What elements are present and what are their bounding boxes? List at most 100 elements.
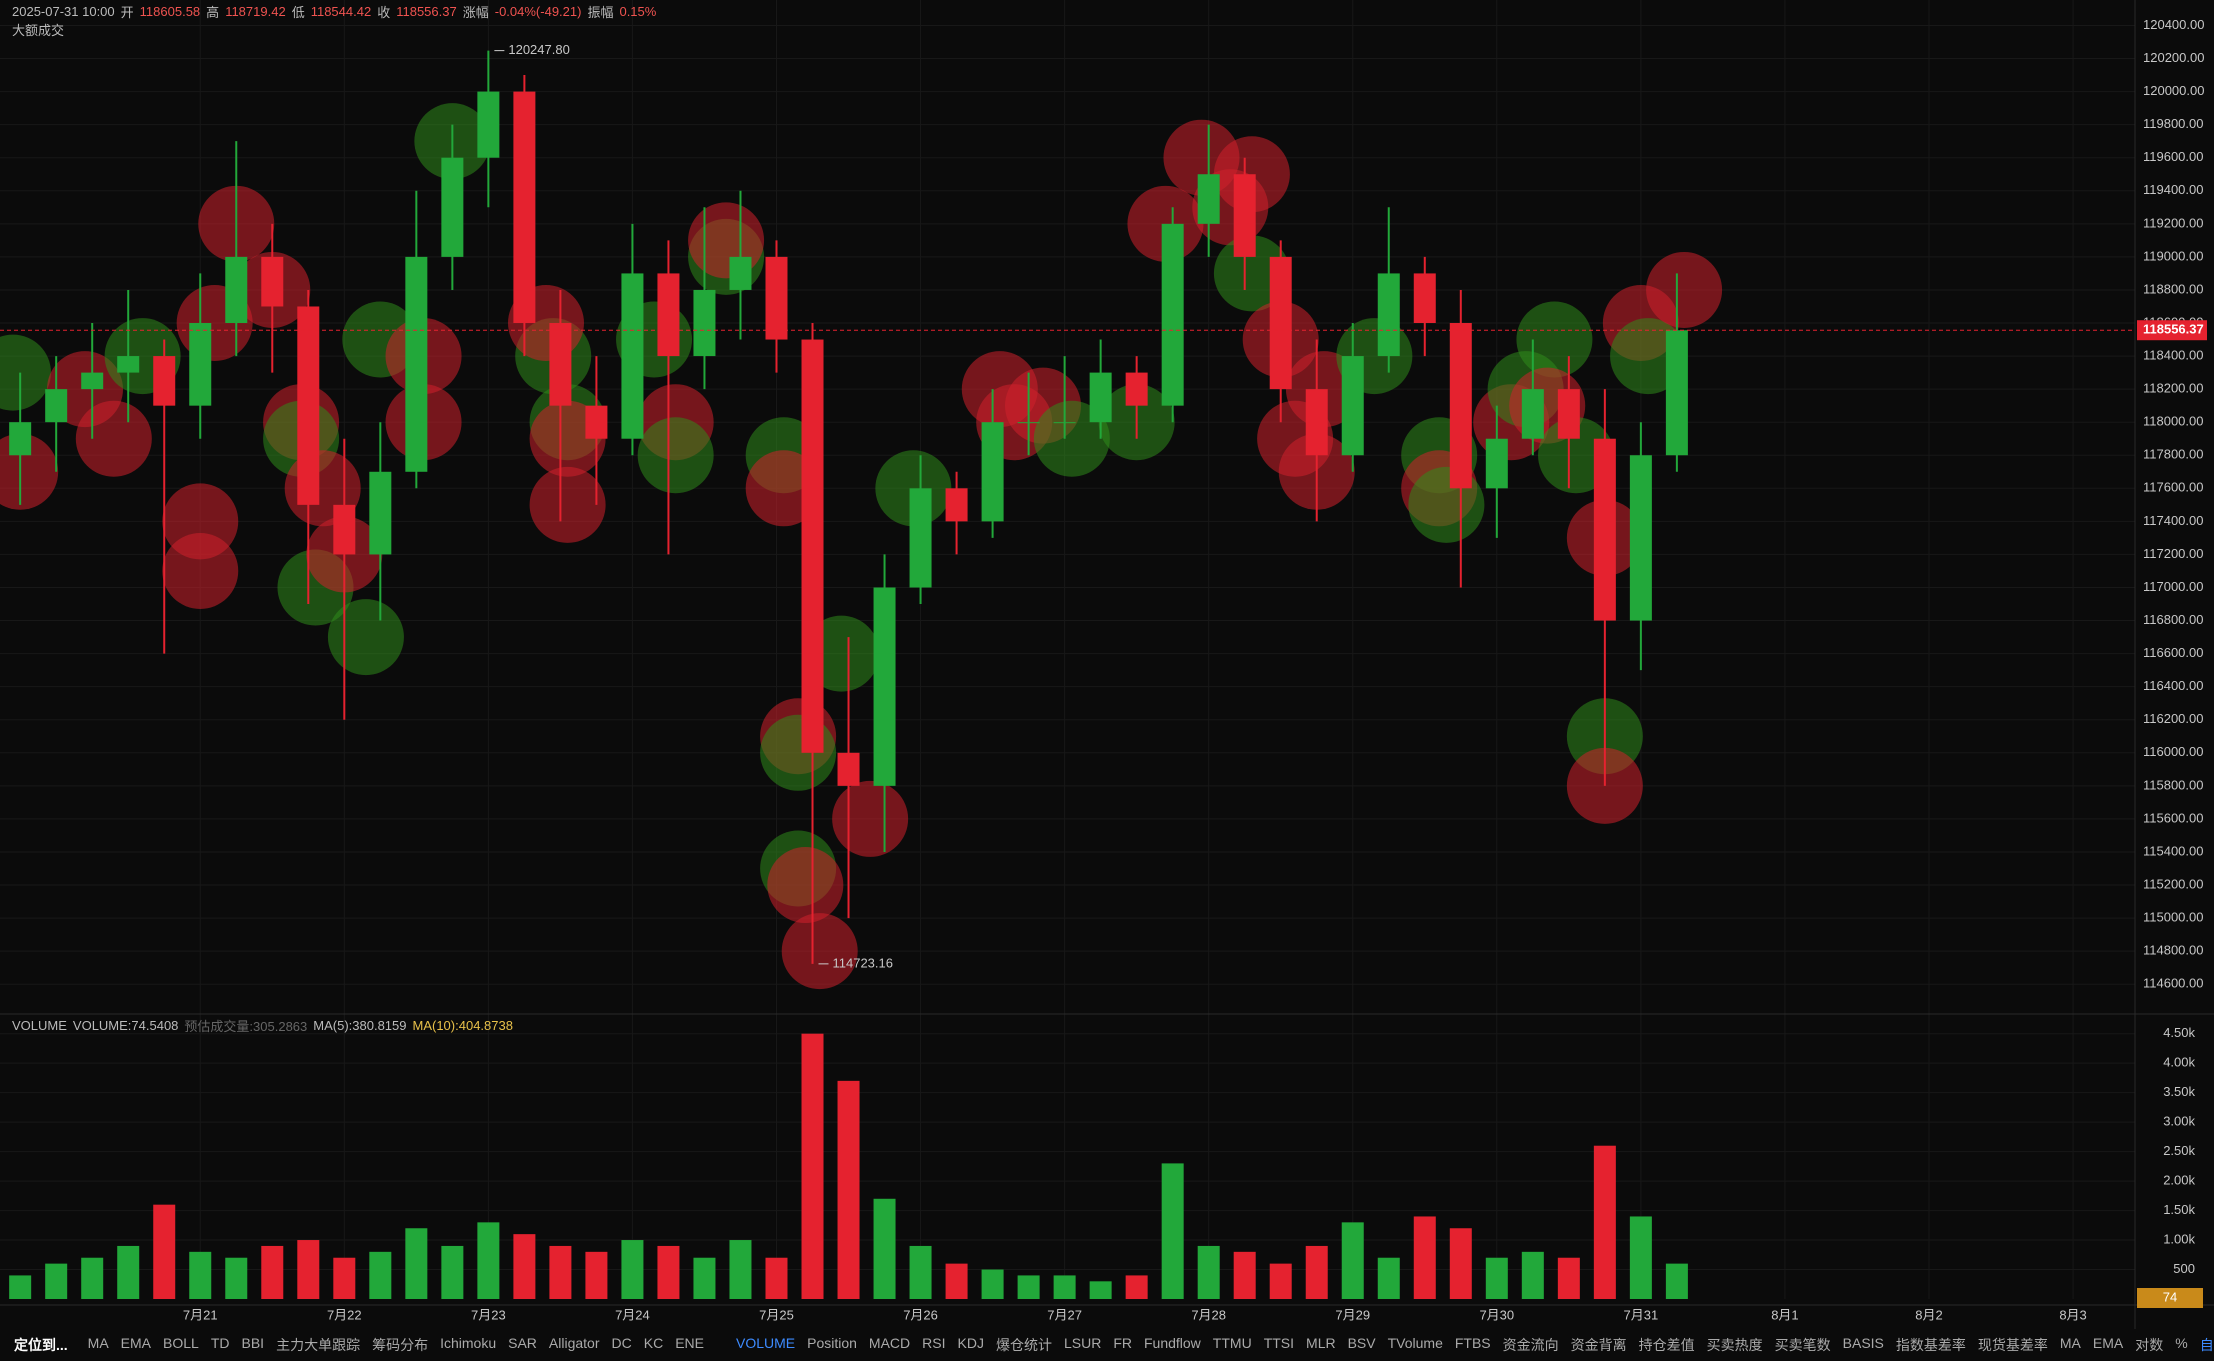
header-label: 振幅	[587, 5, 614, 20]
toolbar-item[interactable]: VOLUME	[735, 1335, 796, 1351]
candle-body	[333, 504, 356, 555]
last-price-tag	[2137, 320, 2207, 341]
y-tick-label: 119000.00	[2143, 248, 2204, 263]
y-tick-label: 119600.00	[2143, 149, 2204, 164]
x-tick-label: 7月27	[1047, 1307, 1082, 1322]
volume-bar	[765, 1257, 788, 1299]
toolbar-item[interactable]: DC	[611, 1335, 632, 1351]
toolbar-item[interactable]: TTMU	[1212, 1335, 1252, 1351]
toolbar-item[interactable]: Ichimoku	[440, 1335, 497, 1351]
x-tick-label: 7月24	[615, 1307, 650, 1322]
large-trade	[688, 202, 765, 279]
toolbar-item[interactable]: FR	[1113, 1335, 1132, 1351]
volume-tick-label: 3.00k	[2163, 1114, 2195, 1129]
volume-bar	[1413, 1216, 1436, 1299]
toolbar-item[interactable]: SAR	[508, 1335, 537, 1351]
large-trade	[1516, 301, 1593, 378]
volume-bar	[1449, 1228, 1472, 1299]
toolbar-item[interactable]: 指数基差率	[1895, 1337, 1966, 1353]
volume-bar	[477, 1222, 500, 1299]
header-label: 收	[377, 5, 391, 20]
scale-options: 对数% 自动	[2135, 1335, 2214, 1355]
candle-body	[297, 306, 320, 505]
toolbar-item[interactable]: TTSI	[1263, 1335, 1295, 1351]
toolbar-item[interactable]: 买卖笔数	[1774, 1337, 1831, 1353]
toolbar-item[interactable]: KC	[643, 1335, 664, 1351]
volume-tick-label: 1.00k	[2163, 1231, 2195, 1246]
toolbar-item[interactable]: ENE	[675, 1335, 704, 1351]
toolbar-item[interactable]: Position	[807, 1335, 857, 1351]
volume-bar	[441, 1245, 464, 1299]
volume-bar	[1269, 1263, 1292, 1299]
y-tick-label: 118200.00	[2143, 381, 2204, 396]
x-tick-label: 7月23	[471, 1307, 506, 1322]
toolbar-item[interactable]: KDJ	[957, 1335, 984, 1351]
candle-body	[1305, 389, 1328, 456]
volume-bar	[837, 1080, 860, 1299]
y-tick-label: 116800.00	[2143, 612, 2204, 627]
large-trade	[781, 913, 858, 990]
y-tick-label: 117800.00	[2143, 447, 2204, 462]
volume-bar	[621, 1240, 644, 1299]
header-label: 开	[120, 5, 134, 20]
toolbar-item[interactable]: MA	[2059, 1335, 2081, 1351]
toolbar-item[interactable]: TVolume	[1387, 1335, 1443, 1351]
candle-body	[1377, 273, 1400, 357]
toolbar-item[interactable]: MACD	[868, 1335, 911, 1351]
candle-body	[81, 372, 104, 390]
layer-header[interactable]: 大额成交	[12, 20, 64, 39]
volume-ma5: MA(5):380.8159	[313, 1018, 407, 1033]
volume-bar	[873, 1198, 896, 1299]
toolbar-item[interactable]: BASIS	[1842, 1335, 1884, 1351]
grid	[0, 0, 2135, 1299]
toolbar-item[interactable]: 爆仓统计	[995, 1337, 1052, 1353]
toolbar-item[interactable]: MLR	[1306, 1335, 1336, 1351]
toolbar-item[interactable]: Alligator	[548, 1335, 600, 1351]
toolbar-item[interactable]: 筹码分布	[372, 1337, 429, 1353]
toolbar-item[interactable]: EMA	[120, 1335, 152, 1351]
sub-indicators: VOLUME Position MACD RSI KDJ 爆仓统计 LSUR FR Fundfl…	[736, 1335, 2135, 1355]
toolbar-item[interactable]: Fundflow	[1143, 1335, 1201, 1351]
volume-bar	[261, 1245, 284, 1299]
y-tick-label: 119200.00	[2143, 215, 2204, 230]
locate-button[interactable]: 定位到...	[14, 1337, 68, 1353]
volume-estimate: 预估成交量:305.2863	[184, 1019, 308, 1034]
candle-body	[837, 752, 860, 786]
y-tick-label: 116200.00	[2143, 711, 2204, 726]
candle-body	[513, 91, 536, 324]
candle-body	[189, 323, 212, 406]
toolbar-item[interactable]: EMA	[2092, 1335, 2124, 1351]
toolbar-item[interactable]: 资金流向	[1502, 1337, 1559, 1353]
toolbar-item[interactable]: 持仓差值	[1638, 1337, 1695, 1353]
x-tick-label: 7月26	[903, 1307, 938, 1322]
y-tick-label: 118000.00	[2143, 414, 2204, 429]
toolbar-item[interactable]: 对数	[2135, 1337, 2164, 1353]
toolbar-item[interactable]: 资金背离	[1570, 1337, 1627, 1353]
volume-bar	[729, 1240, 752, 1299]
x-tick-label: 8月2	[1915, 1307, 1942, 1322]
toolbar-item[interactable]: BBI	[241, 1335, 265, 1351]
toolbar-item[interactable]: TD	[210, 1335, 230, 1351]
toolbar-item[interactable]: 自动	[2199, 1337, 2214, 1353]
candle-body	[369, 471, 392, 555]
volume-bar	[1557, 1257, 1580, 1299]
toolbar-item[interactable]: RSI	[922, 1335, 946, 1351]
large-trade	[0, 334, 51, 411]
toolbar-item[interactable]: 现货基差率	[1977, 1337, 2048, 1353]
volume-bar	[81, 1257, 104, 1299]
volume-bar	[1485, 1257, 1508, 1299]
y-tick-label: 117200.00	[2143, 546, 2204, 561]
toolbar-item[interactable]: 买卖热度	[1706, 1337, 1763, 1353]
toolbar-item[interactable]: %	[2175, 1335, 2188, 1351]
toolbar-item[interactable]: 主力大单跟踪	[276, 1337, 361, 1353]
toolbar-item[interactable]: LSUR	[1063, 1335, 1102, 1351]
volume-bar	[1305, 1245, 1328, 1299]
x-tick-label: 8月3	[2059, 1307, 2086, 1322]
toolbar-item[interactable]: MA	[87, 1335, 109, 1351]
x-tick-label: 7月28	[1191, 1307, 1226, 1322]
header-value: 118544.42	[310, 4, 372, 19]
toolbar-item[interactable]: BSV	[1347, 1335, 1376, 1351]
toolbar-item[interactable]: BOLL	[163, 1335, 199, 1351]
candles	[9, 50, 1688, 964]
toolbar-item[interactable]: FTBS	[1454, 1335, 1491, 1351]
